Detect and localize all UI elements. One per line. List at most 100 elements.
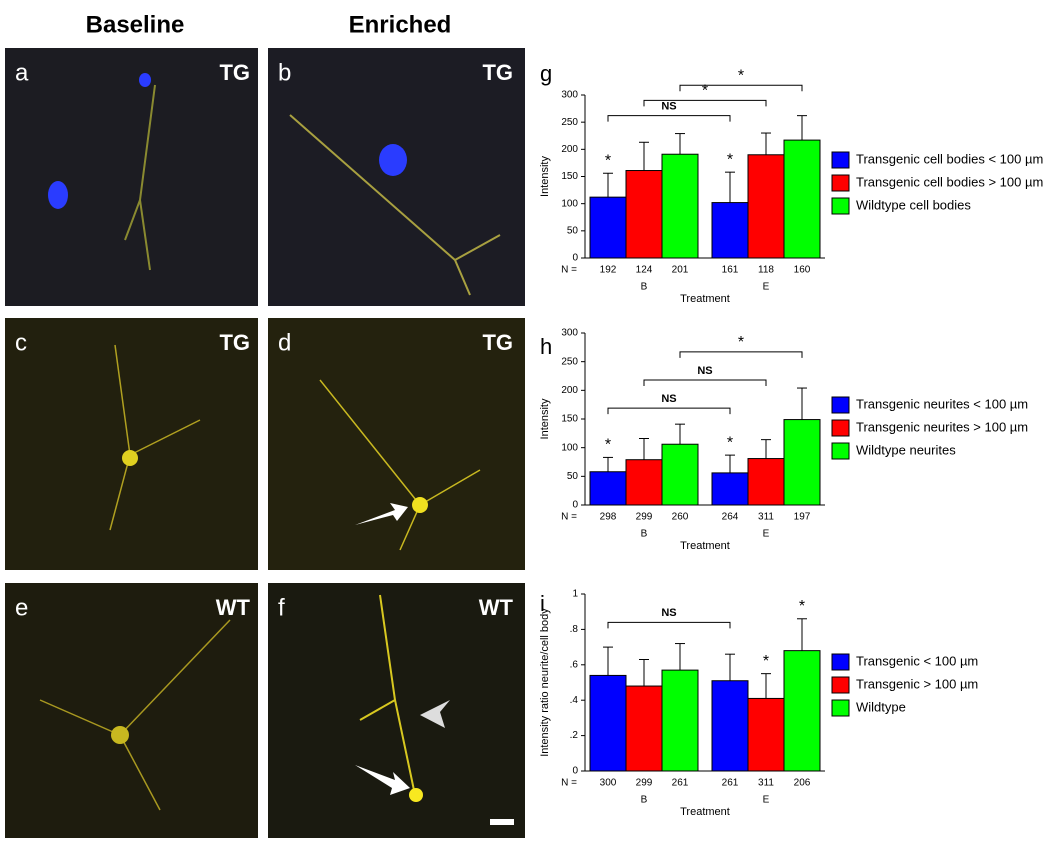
- chart-letter: g: [540, 61, 552, 86]
- n-value: 192: [600, 265, 617, 276]
- bracket: [643, 379, 767, 387]
- legend-label: Transgenic cell bodies > 100 µm: [856, 174, 1043, 189]
- soma: [122, 450, 138, 466]
- bar: [661, 443, 699, 506]
- plaque: [379, 144, 407, 176]
- legend-swatch: [831, 174, 850, 192]
- legend-label: Transgenic cell bodies < 100 µm: [856, 151, 1043, 166]
- bar: [661, 669, 699, 772]
- bracket-label: NS: [661, 607, 676, 619]
- n-value: 160: [794, 265, 811, 276]
- significance: *: [605, 152, 611, 169]
- x-axis-label: Treatment: [680, 806, 730, 818]
- panel-tag: WT: [216, 595, 251, 620]
- bar: [711, 202, 749, 259]
- n-value: 261: [672, 778, 689, 789]
- micrograph: [5, 583, 258, 838]
- soma: [412, 497, 428, 513]
- x-tick-label: E: [763, 529, 770, 540]
- legend-swatch: [831, 419, 850, 437]
- micrograph: [5, 318, 258, 570]
- neuron: [124, 84, 156, 271]
- bracket: [607, 115, 731, 122]
- y-tick-label: 200: [561, 385, 578, 396]
- bar: [747, 154, 785, 259]
- n-value: 311: [758, 512, 774, 523]
- soma: [409, 788, 423, 802]
- y-axis-label: Intensity: [539, 398, 551, 439]
- significance: *: [727, 151, 733, 168]
- panel-tag: WT: [479, 595, 514, 620]
- bracket: [607, 407, 731, 415]
- y-tick-label: 300: [561, 90, 578, 101]
- legend-label: Transgenic neurites > 100 µm: [856, 419, 1028, 434]
- x-tick-label: B: [641, 795, 648, 806]
- arrowhead: [420, 700, 450, 728]
- n-value: 299: [636, 778, 653, 789]
- n-value: 161: [722, 265, 739, 276]
- n-label: N =: [561, 778, 577, 789]
- bar: [747, 458, 785, 506]
- y-tick-label: .2: [570, 730, 579, 741]
- x-axis-label: Treatment: [680, 540, 730, 552]
- chart-letter: h: [540, 334, 552, 359]
- y-tick-label: .8: [570, 624, 579, 635]
- neuron: [359, 594, 416, 796]
- legend-swatch: [831, 151, 850, 169]
- bar: [661, 153, 699, 259]
- n-label: N =: [561, 512, 577, 523]
- legend-swatch: [831, 699, 850, 717]
- y-tick-label: 300: [561, 328, 578, 339]
- y-tick-label: 250: [561, 117, 578, 128]
- n-value: 264: [722, 512, 739, 523]
- y-tick-label: 0: [572, 253, 578, 264]
- bar: [625, 459, 663, 506]
- legend-swatch: [831, 396, 850, 414]
- x-tick-label: B: [641, 529, 648, 540]
- significance: *: [799, 598, 805, 615]
- panel-tag: TG: [219, 330, 250, 355]
- bar: [589, 674, 627, 772]
- micrograph: [268, 48, 525, 306]
- panel-letter: d: [278, 329, 291, 356]
- bar: [711, 680, 749, 772]
- plaque: [139, 73, 151, 87]
- plaque: [48, 181, 68, 209]
- significance: *: [763, 653, 769, 670]
- y-tick-label: .4: [570, 695, 579, 706]
- bracket: [607, 621, 731, 629]
- column-header: Enriched: [349, 11, 452, 38]
- micrograph: [5, 48, 258, 306]
- y-tick-label: 150: [561, 171, 578, 182]
- n-value: 300: [600, 778, 617, 789]
- x-tick-label: E: [763, 282, 770, 293]
- y-tick-label: .6: [570, 659, 579, 670]
- bar: [783, 650, 821, 772]
- x-tick-label: E: [763, 795, 770, 806]
- bracket: [679, 84, 803, 92]
- panel-tag: TG: [482, 330, 513, 355]
- panel-letter: a: [15, 59, 29, 86]
- bracket-label: *: [738, 334, 744, 351]
- bar: [747, 697, 785, 772]
- legend-label: Wildtype cell bodies: [856, 197, 971, 212]
- panel-letter: f: [278, 594, 285, 621]
- bar: [783, 419, 821, 506]
- n-value: 118: [758, 265, 774, 276]
- legend-label: Transgenic > 100 µm: [856, 676, 978, 691]
- n-value: 299: [636, 512, 653, 523]
- y-tick-label: 150: [561, 414, 578, 425]
- bracket-label: NS: [661, 101, 676, 113]
- legend-swatch: [831, 653, 850, 671]
- scale-bar: [490, 819, 514, 825]
- y-tick-label: 100: [561, 442, 578, 453]
- micrograph: [268, 318, 525, 570]
- n-value: 201: [672, 265, 689, 276]
- legend-swatch: [831, 197, 850, 215]
- n-value: 124: [636, 265, 653, 276]
- bar: [625, 685, 663, 772]
- soma: [111, 726, 129, 744]
- y-tick-label: 100: [561, 198, 578, 209]
- legend-label: Wildtype neurites: [856, 442, 956, 457]
